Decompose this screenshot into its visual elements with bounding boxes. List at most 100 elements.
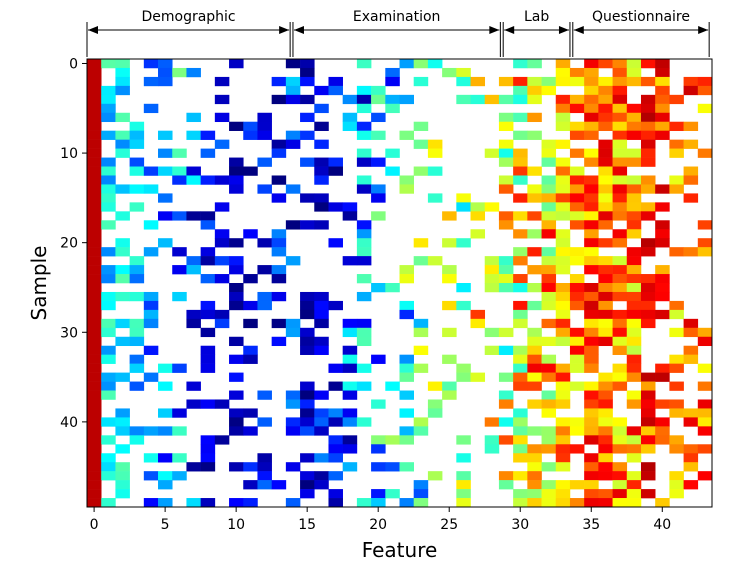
heatmap-cell	[626, 103, 642, 114]
heatmap-cell	[371, 193, 386, 203]
heatmap-cell	[598, 256, 613, 266]
heatmap-cell	[271, 193, 287, 203]
x-axis-title: Feature	[362, 538, 438, 562]
heatmap-cell	[527, 193, 542, 203]
heatmap-cell	[115, 130, 130, 140]
heatmap-cell	[115, 59, 130, 69]
heatmap-cell	[555, 76, 571, 87]
heatmap-cell	[87, 166, 102, 176]
heatmap-cell	[129, 435, 145, 445]
heatmap-cell	[612, 211, 628, 221]
heatmap-cell	[555, 256, 571, 266]
heatmap-cell	[498, 76, 514, 87]
heatmap-cell	[498, 112, 514, 123]
heatmap-cell	[555, 480, 571, 490]
heatmap-cell	[626, 202, 642, 212]
heatmap-cell	[555, 318, 571, 329]
heatmap-cell	[612, 121, 628, 131]
heatmap-cell	[271, 291, 287, 302]
heatmap-cell	[598, 274, 613, 284]
heatmap-cell	[87, 121, 102, 131]
heatmap-cell	[314, 220, 329, 230]
heatmap-cell	[229, 184, 244, 194]
heatmap-cell	[314, 121, 329, 131]
heatmap-cell	[356, 103, 372, 114]
heatmap-cell	[626, 76, 642, 87]
heatmap-cell	[513, 256, 528, 266]
heatmap-cell	[484, 417, 500, 427]
heatmap-cell	[371, 489, 386, 499]
heatmap-cell	[186, 130, 201, 140]
heatmap-cell	[513, 112, 528, 123]
heatmap-cell	[584, 193, 599, 203]
heatmap-cell	[87, 211, 102, 221]
heatmap-cell	[683, 247, 699, 257]
heatmap-cell	[555, 193, 571, 203]
heatmap-cell	[87, 300, 102, 311]
heatmap-cell	[498, 274, 514, 284]
heatmap-cell	[555, 229, 571, 239]
heatmap-cell	[101, 59, 116, 69]
heatmap-cell	[513, 300, 528, 311]
heatmap-cell	[555, 300, 571, 311]
heatmap-cell	[257, 417, 272, 427]
heatmap-cell	[541, 283, 557, 293]
heatmap-cell	[527, 399, 542, 409]
heatmap-cell	[555, 489, 571, 499]
heatmap-cell	[143, 166, 159, 176]
heatmap-cell	[569, 291, 585, 302]
heatmap-cell	[626, 291, 642, 302]
heatmap-cell	[300, 480, 315, 490]
heatmap-cell	[101, 94, 116, 105]
heatmap-cell	[300, 336, 315, 347]
heatmap-cell	[569, 363, 585, 373]
heatmap-cell	[115, 238, 130, 248]
heatmap-cell	[143, 372, 159, 382]
heatmap-cell	[172, 363, 187, 373]
heatmap-cell	[143, 498, 159, 508]
heatmap-cell	[371, 157, 386, 167]
heatmap-cell	[470, 202, 486, 212]
heatmap-cell	[626, 318, 642, 329]
heatmap-cell	[527, 265, 542, 275]
heatmap-cell	[427, 408, 443, 418]
heatmap-cell	[285, 426, 301, 436]
heatmap-cell	[214, 238, 230, 248]
heatmap-cell	[371, 354, 386, 364]
heatmap-cell	[456, 471, 471, 481]
heatmap-cell	[598, 453, 613, 463]
heatmap-cell	[640, 157, 656, 167]
heatmap-cell	[669, 408, 684, 418]
heatmap-cell	[87, 220, 102, 230]
heatmap-cell	[214, 112, 230, 123]
heatmap-cell	[300, 426, 315, 436]
heatmap-cell	[328, 157, 343, 167]
heatmap-cell	[314, 345, 329, 355]
heatmap-cell	[598, 336, 613, 347]
heatmap-cell	[470, 211, 486, 221]
heatmap-cell	[470, 372, 486, 382]
heatmap-cell	[598, 265, 613, 275]
heatmap-cell	[342, 345, 358, 355]
heatmap-cell	[513, 354, 528, 364]
heatmap-cell	[87, 372, 102, 382]
heatmap-cell	[243, 354, 258, 364]
heatmap-cell	[555, 309, 571, 320]
heatmap-cell	[584, 417, 599, 427]
heatmap-cell	[498, 417, 514, 427]
heatmap-cell	[356, 175, 372, 185]
heatmap-cell	[314, 453, 329, 463]
heatmap-cell	[129, 426, 145, 436]
heatmap-cell	[342, 435, 358, 445]
heatmap-cell	[371, 112, 386, 123]
heatmap-cell	[612, 435, 628, 445]
heatmap-cell	[655, 220, 670, 230]
heatmap-cell	[342, 444, 358, 454]
heatmap-cell	[513, 157, 528, 167]
heatmap-cell	[513, 381, 528, 391]
heatmap-cell	[612, 67, 628, 78]
heatmap-cell	[172, 148, 187, 158]
heatmap-cell	[129, 256, 145, 266]
heatmap-cell	[598, 85, 613, 96]
